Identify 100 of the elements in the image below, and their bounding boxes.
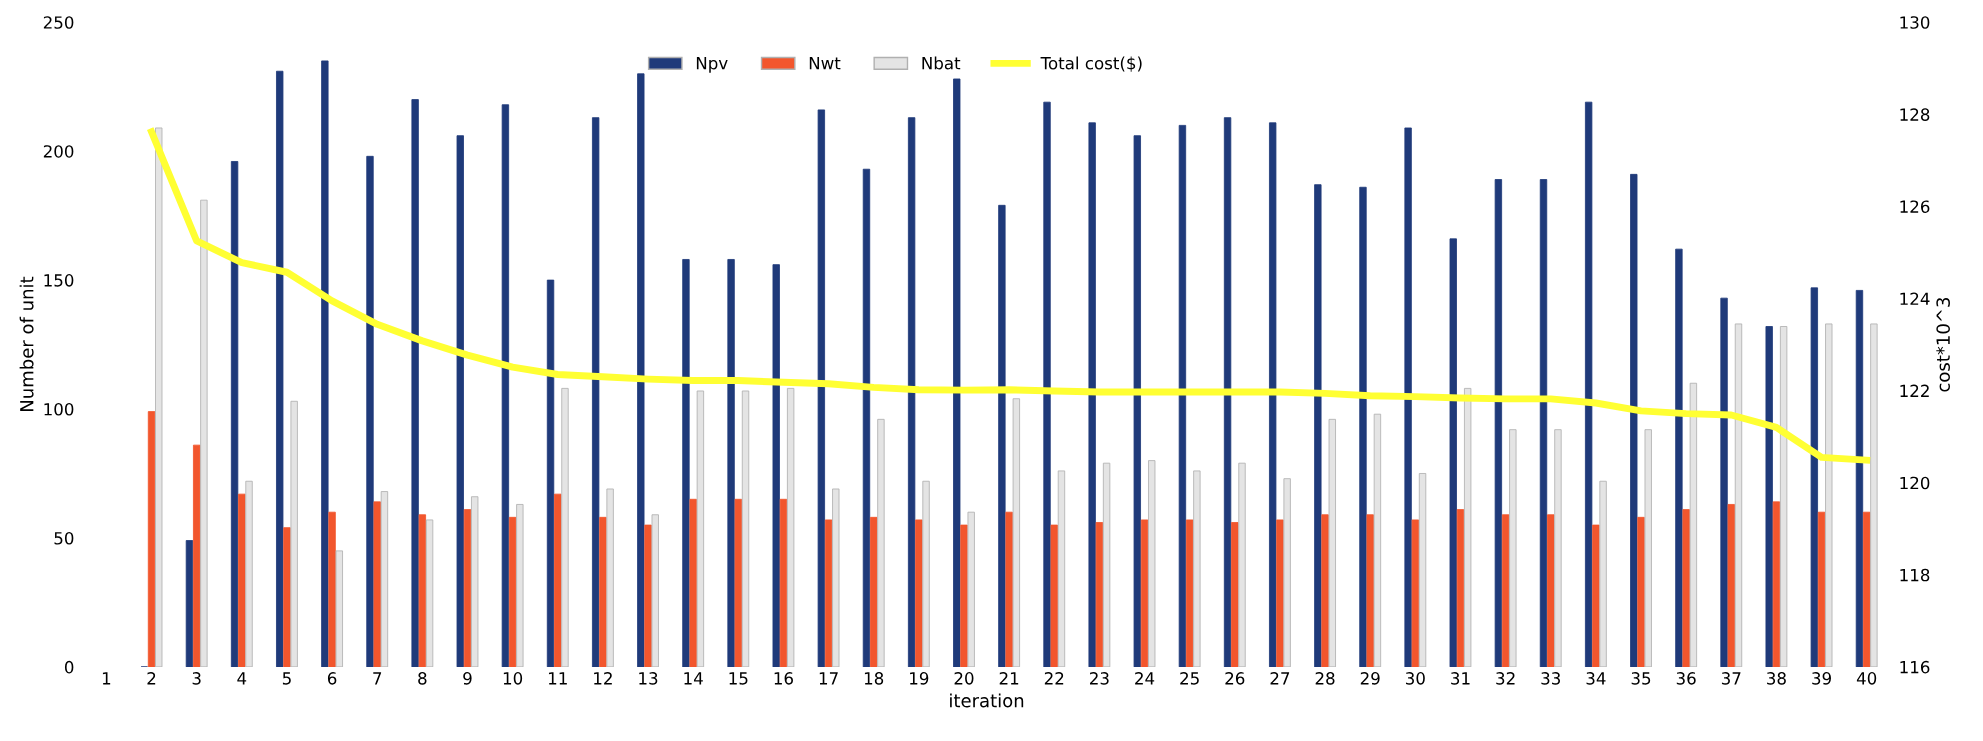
bar [1140, 519, 1149, 667]
bar [1449, 238, 1457, 667]
bar [1276, 519, 1284, 667]
x-tick-label: 35 [1631, 672, 1651, 685]
bar [862, 168, 871, 667]
y2-tick-label: 124 [1900, 292, 1930, 305]
bar [637, 73, 645, 667]
bar [1599, 480, 1607, 667]
x-tick-label: 4 [237, 672, 247, 685]
x-tick-label: 30 [1406, 672, 1425, 685]
x-tick-label: 29 [1360, 672, 1380, 685]
x-tick-label: 18 [864, 672, 884, 685]
bar [276, 70, 284, 667]
y-tick-label: 150 [44, 274, 74, 287]
legend-label: Nwt [809, 57, 841, 70]
bar [1644, 429, 1652, 667]
bar [1043, 101, 1051, 667]
bar [967, 511, 975, 667]
x-tick-label: 9 [463, 672, 472, 685]
bar [1637, 516, 1645, 667]
bar [824, 519, 833, 667]
bar [1404, 127, 1412, 667]
y2-tick-label: 118 [1900, 568, 1930, 582]
bar [1050, 524, 1058, 667]
bar [147, 411, 156, 667]
bar [1373, 413, 1382, 667]
bar [1592, 524, 1600, 667]
bar [321, 60, 329, 667]
y2-tick-label: 130 [1900, 16, 1930, 29]
bar [1095, 522, 1104, 667]
y-tick-label: 100 [44, 402, 74, 416]
bar [1088, 122, 1096, 667]
bar [1870, 323, 1878, 667]
bar [870, 516, 878, 667]
bar [1411, 519, 1419, 667]
bar [599, 516, 607, 667]
bar [328, 511, 336, 667]
y2-tick-label: 116 [1900, 660, 1930, 674]
bar [366, 155, 374, 667]
bar [1133, 135, 1141, 667]
bar [290, 400, 298, 667]
x-tick-label: 3 [192, 672, 201, 685]
bar [1509, 429, 1517, 667]
x-tick-label: 19 [910, 672, 929, 685]
bar [1554, 429, 1562, 667]
bar [817, 109, 826, 667]
x-tick-label: 32 [1496, 672, 1515, 685]
bar [734, 498, 742, 667]
bar [373, 501, 381, 667]
bar [1193, 470, 1201, 667]
bar [456, 135, 464, 667]
x-tick-label: 36 [1676, 672, 1696, 685]
bar [1321, 514, 1329, 667]
bar [1825, 323, 1833, 667]
bar [546, 279, 555, 667]
bar [998, 204, 1006, 667]
bar [1675, 248, 1683, 667]
bar [727, 259, 735, 667]
x-tick-label: 24 [1135, 672, 1155, 685]
bar [1501, 514, 1510, 667]
x-tick-label: 40 [1856, 672, 1877, 685]
bar [230, 161, 239, 667]
x-tick-label: 15 [729, 672, 748, 685]
y2-tick-label: 122 [1900, 384, 1929, 397]
bar [1682, 509, 1690, 667]
x-tick-label: 20 [954, 672, 974, 685]
bar [1855, 289, 1864, 667]
bar [682, 259, 690, 667]
bar [1418, 473, 1427, 667]
x-tick-label: 38 [1767, 672, 1786, 685]
bar [155, 127, 163, 667]
bar [1223, 117, 1232, 667]
bar [772, 264, 780, 667]
bar [1547, 514, 1555, 667]
y-tick-label: 0 [64, 660, 74, 674]
x-tick-label: 2 [147, 672, 156, 685]
x-tick-label: 27 [1270, 672, 1290, 685]
bar [832, 488, 840, 667]
legend-label: Total cost($) [1040, 56, 1142, 72]
bar [1102, 462, 1111, 667]
bar [1005, 511, 1013, 667]
bar [1720, 297, 1728, 667]
x-tick-label: 21 [999, 672, 1019, 685]
bar [425, 519, 434, 667]
bar [1366, 514, 1374, 667]
bar [741, 390, 750, 667]
x-tick-label: 11 [548, 672, 567, 685]
y2-axis-title: cost*10^3 [1936, 297, 1950, 392]
x-tick-label: 1 [102, 672, 111, 685]
bar [1772, 501, 1781, 667]
bar [1148, 460, 1156, 667]
x-tick-label: 23 [1090, 672, 1109, 685]
bar [779, 498, 788, 667]
bar [283, 527, 291, 667]
x-tick-label: 10 [503, 672, 523, 685]
bar [1727, 504, 1735, 667]
bar [907, 117, 916, 667]
bar [1185, 519, 1194, 667]
bar [1238, 462, 1246, 667]
x-tick-label: 26 [1225, 672, 1245, 685]
